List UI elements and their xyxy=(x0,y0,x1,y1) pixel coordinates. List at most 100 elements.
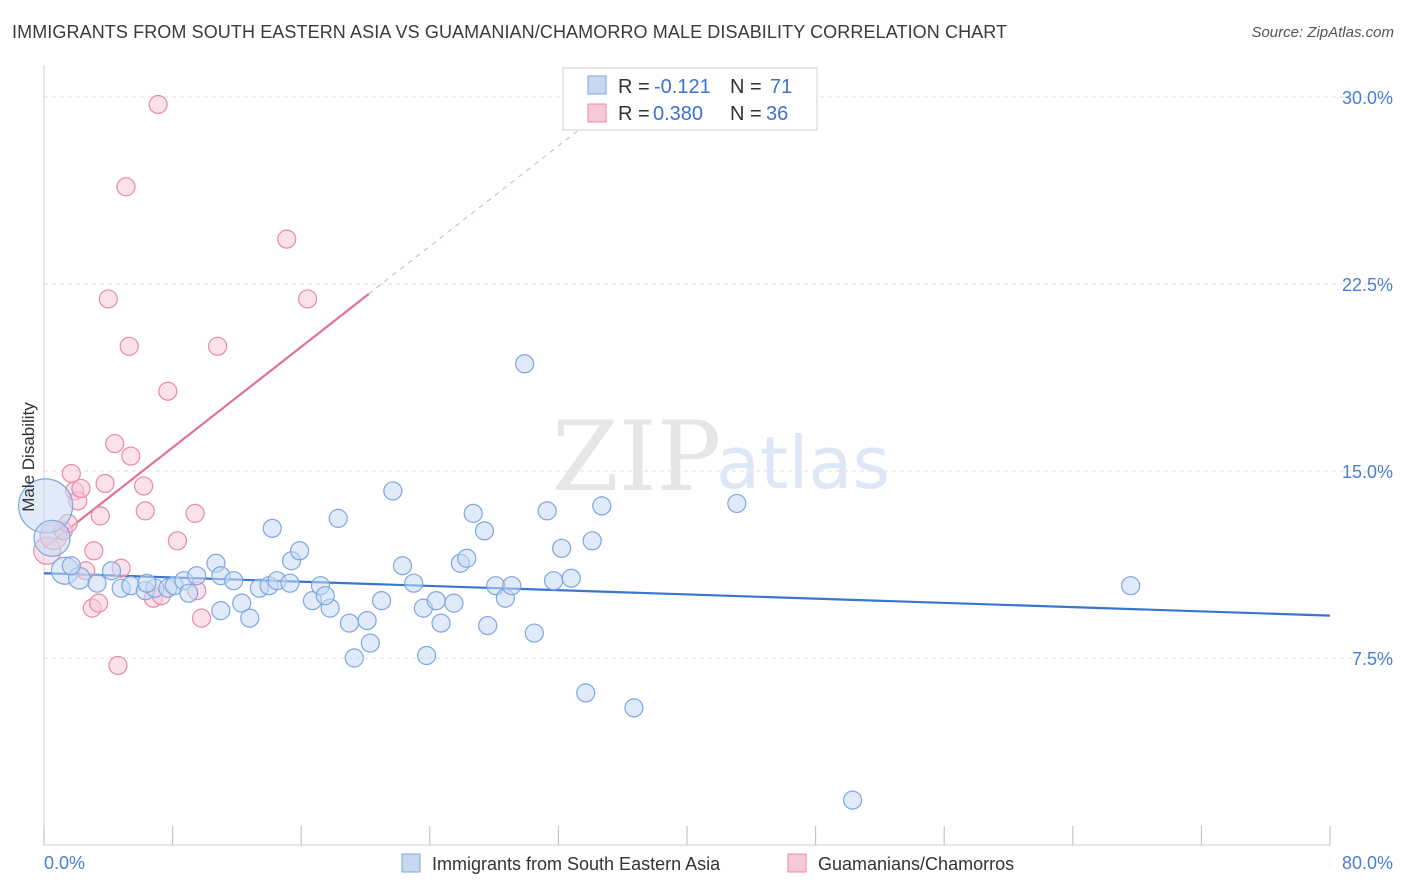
point-sea-immigrants xyxy=(187,566,207,586)
series-legend-label-blue: Immigrants from South Eastern Asia xyxy=(432,854,721,874)
point-sea-immigrants xyxy=(179,583,199,603)
point-sea-immigrants xyxy=(61,556,81,576)
point-guamanians xyxy=(98,289,118,309)
legend-swatch-blue xyxy=(587,75,607,95)
point-guamanians xyxy=(185,503,205,523)
x-tick-label-max: 80.0% xyxy=(1342,853,1393,873)
point-guamanians xyxy=(105,433,125,454)
point-sea-immigrants xyxy=(543,571,564,591)
legend-r-label-blue: R = xyxy=(618,76,650,98)
x-tick-label-min: 0.0% xyxy=(44,853,85,873)
point-guamanians xyxy=(134,476,154,496)
point-sea-immigrants xyxy=(87,573,107,593)
series-legend-swatch-blue xyxy=(401,853,421,873)
y-tick-label: 15.0% xyxy=(1342,462,1393,482)
point-sea-immigrants xyxy=(211,601,231,621)
point-sea-immigrants xyxy=(137,573,157,593)
point-sea-immigrants xyxy=(240,608,260,628)
stats-legend: R = -0.121 N = 71 R = 0.380 N = 36 xyxy=(562,67,818,131)
chart-source: Source: ZipAtlas.com xyxy=(1251,24,1394,41)
legend-n-value-blue: 71 xyxy=(770,76,792,98)
point-sea-immigrants xyxy=(360,633,380,653)
point-guamanians xyxy=(116,177,136,197)
point-sea-immigrants xyxy=(576,683,596,703)
point-guamanians xyxy=(108,655,128,676)
point-guamanians xyxy=(119,336,139,356)
series-legend-swatch-pink xyxy=(787,853,807,873)
point-sea-immigrants xyxy=(280,573,300,593)
chart-title: IMMIGRANTS FROM SOUTH EASTERN ASIA VS GU… xyxy=(12,22,1008,42)
point-sea-immigrants xyxy=(624,698,644,718)
point-guamanians xyxy=(89,593,109,613)
point-sea-immigrants xyxy=(842,790,863,810)
point-sea-immigrants xyxy=(474,521,495,541)
point-sea-immigrants xyxy=(404,573,424,593)
trend-lines xyxy=(43,114,1331,617)
legend-swatch-pink xyxy=(587,103,607,123)
legend-n-label-pink: N = xyxy=(730,103,762,125)
series-sea-immigrants-points xyxy=(18,354,1141,810)
point-sea-immigrants xyxy=(1121,576,1141,596)
point-guamanians xyxy=(71,478,91,499)
axes xyxy=(43,65,1331,846)
point-sea-immigrants xyxy=(478,615,498,636)
point-guamanians xyxy=(277,229,297,249)
point-guamanians xyxy=(167,531,188,551)
point-guamanians xyxy=(84,541,104,561)
legend-n-label-blue: N = xyxy=(730,76,762,98)
point-sea-immigrants xyxy=(515,354,535,374)
point-sea-immigrants xyxy=(224,571,244,591)
watermark-atlas: atlas xyxy=(716,421,890,505)
point-sea-immigrants xyxy=(582,531,602,551)
point-guamanians xyxy=(135,501,155,521)
point-sea-immigrants xyxy=(502,576,522,596)
point-sea-immigrants xyxy=(416,645,437,666)
legend-r-value-blue: -0.121 xyxy=(654,76,711,98)
point-sea-immigrants xyxy=(232,593,252,613)
point-sea-immigrants xyxy=(315,586,335,606)
point-guamanians xyxy=(191,608,212,628)
point-sea-immigrants xyxy=(426,591,446,611)
point-guamanians xyxy=(121,446,141,466)
point-sea-immigrants xyxy=(33,519,71,557)
y-tick-label: 30.0% xyxy=(1342,88,1393,108)
legend-n-value-pink: 36 xyxy=(766,103,788,125)
point-sea-immigrants xyxy=(444,593,464,613)
point-sea-immigrants xyxy=(344,648,364,668)
point-guamanians xyxy=(95,473,115,494)
point-sea-immigrants xyxy=(383,481,403,501)
series-legend: Immigrants from South Eastern Asia Guama… xyxy=(401,853,1014,874)
point-sea-immigrants xyxy=(357,610,377,631)
point-guamanians xyxy=(298,289,318,309)
point-sea-immigrants xyxy=(339,613,360,633)
watermark-zip: ZIP xyxy=(552,401,721,513)
point-guamanians xyxy=(208,336,228,356)
point-guamanians xyxy=(158,381,178,401)
point-sea-immigrants xyxy=(552,538,572,558)
point-guamanians xyxy=(148,94,168,115)
point-sea-immigrants xyxy=(727,493,747,514)
point-sea-immigrants xyxy=(371,591,392,611)
series-legend-label-pink: Guamanians/Chamorros xyxy=(818,854,1014,874)
point-sea-immigrants xyxy=(262,518,282,538)
grid-lines xyxy=(44,96,1395,659)
trend-line-guamanians xyxy=(43,293,370,550)
point-sea-immigrants xyxy=(457,548,477,568)
tick-labels: 7.5% 15.0% 22.5% 30.0% 0.0% 80.0% xyxy=(44,88,1393,873)
y-tick-label: 22.5% xyxy=(1342,275,1393,295)
point-sea-immigrants xyxy=(328,508,348,528)
point-sea-immigrants xyxy=(289,541,310,561)
point-sea-immigrants xyxy=(561,568,581,588)
point-sea-immigrants xyxy=(537,501,557,521)
point-guamanians xyxy=(90,506,110,526)
point-sea-immigrants xyxy=(592,496,612,516)
point-sea-immigrants xyxy=(392,556,413,576)
point-sea-immigrants xyxy=(431,613,451,633)
point-sea-immigrants xyxy=(463,503,483,523)
trend-line-guamanians-extension xyxy=(368,114,599,295)
point-sea-immigrants xyxy=(101,561,122,581)
legend-r-label-pink: R = xyxy=(618,103,650,125)
y-axis-label: Male Disability xyxy=(19,402,38,512)
point-sea-immigrants xyxy=(524,623,544,643)
